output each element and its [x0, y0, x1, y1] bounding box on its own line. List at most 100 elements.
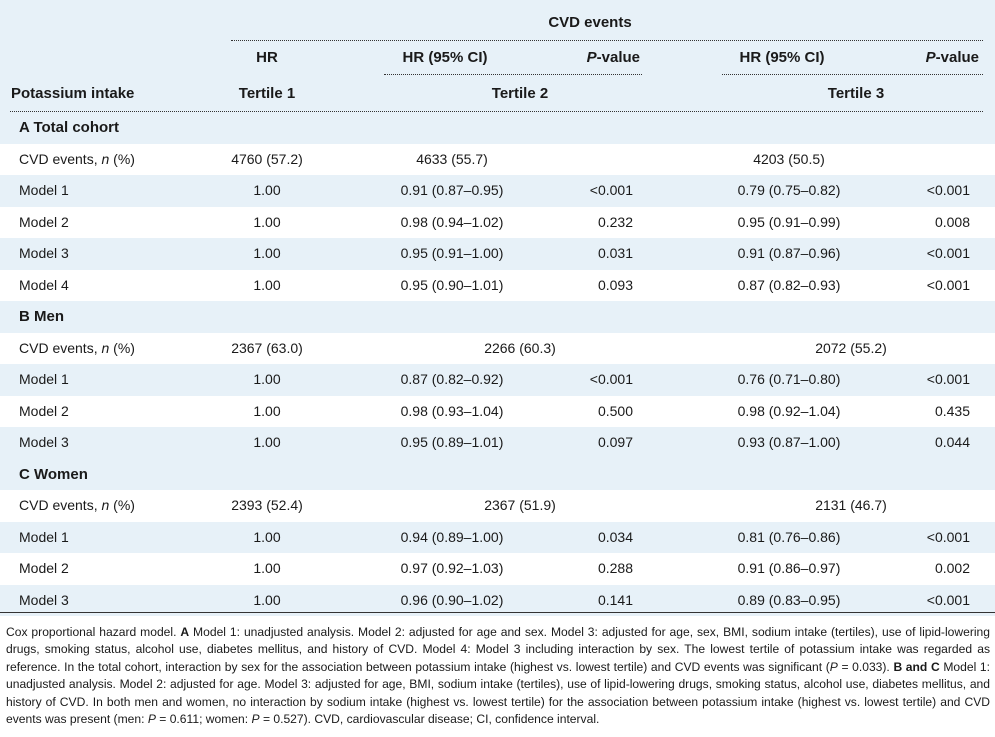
model-label: Model 3	[19, 245, 69, 261]
events-tertile1: 2393 (52.4)	[231, 497, 303, 513]
group-rule	[231, 40, 983, 41]
events-tertile3: 4203 (50.5)	[753, 150, 825, 167]
hr-ci-tertile3: 0.89 (0.83–0.95)	[737, 591, 841, 608]
p-value-tertile2: 0.031	[597, 245, 633, 261]
row-band	[0, 395, 995, 427]
hr-ci-tertile3: 0.79 (0.75–0.82)	[737, 182, 841, 198]
p-value-tertile3: 0.002	[934, 560, 970, 576]
hr-ci-tertile2: 0.95 (0.89–1.01)	[400, 434, 504, 450]
row-band	[0, 238, 995, 270]
events-tertile3: 2131 (46.7)	[815, 497, 887, 513]
p-value-tertile3: <0.001	[926, 591, 970, 608]
section-title: B Men	[19, 308, 64, 325]
hr-ci-header-t2: HR (95% CI)	[402, 49, 488, 66]
p-value-header-t2: P-value	[586, 49, 640, 66]
table-footnote: Cox proportional hazard model. A Model 1…	[6, 625, 990, 727]
p-value-tertile3: <0.001	[926, 245, 970, 261]
hr-tertile1: 1.00	[253, 591, 281, 608]
p-value-tertile2: 0.288	[597, 560, 633, 576]
p-value-tertile2: 0.232	[597, 213, 633, 230]
events-tertile2: 2367 (51.9)	[484, 497, 556, 513]
hr-ci-tertile3: 0.98 (0.92–1.04)	[737, 402, 841, 419]
hr-header: HR	[256, 49, 278, 66]
events-tertile2: 4633 (55.7)	[416, 150, 488, 167]
row-band	[0, 584, 995, 616]
hr-ci-tertile3: 0.81 (0.76–0.86)	[737, 528, 841, 545]
model-label: Model 3	[19, 434, 69, 450]
model-label: Model 3	[19, 591, 69, 608]
model-label: Model 1	[19, 528, 69, 545]
row-band	[0, 206, 995, 238]
row-band	[0, 364, 995, 396]
hr-ci-tertile3: 0.93 (0.87–1.00)	[737, 434, 841, 450]
events-tertile1: 2367 (63.0)	[231, 339, 303, 356]
row-band	[0, 521, 995, 553]
hr-ci-tertile2: 0.94 (0.89–1.00)	[400, 528, 504, 545]
p-value-tertile3: <0.001	[926, 182, 970, 198]
table-bottom-rule	[0, 612, 995, 613]
row-band	[0, 458, 995, 490]
model-label: Model 2	[19, 402, 69, 419]
tertile3-header: Tertile 3	[827, 85, 885, 102]
tertile2-rule	[384, 74, 642, 75]
hr-ci-tertile3: 0.76 (0.71–0.80)	[737, 371, 841, 387]
hr-ci-tertile2: 0.95 (0.90–1.01)	[400, 276, 504, 293]
p-value-tertile3: <0.001	[926, 528, 970, 545]
model-label: Model 4	[19, 276, 69, 293]
hr-tertile1: 1.00	[253, 182, 281, 198]
hr-ci-tertile2: 0.98 (0.94–1.02)	[400, 213, 504, 230]
hr-ci-tertile3: 0.91 (0.87–0.96)	[737, 245, 841, 261]
hr-ci-tertile3: 0.95 (0.91–0.99)	[737, 213, 841, 230]
row-band	[0, 332, 995, 364]
row-band	[0, 143, 995, 175]
events-tertile1: 4760 (57.2)	[231, 150, 303, 167]
group-title: CVD events	[548, 14, 632, 31]
hr-tertile1: 1.00	[253, 213, 281, 230]
p-value-tertile3: 0.435	[934, 402, 970, 419]
events-label: CVD events, n (%)	[19, 497, 135, 513]
p-value-tertile3: 0.044	[934, 434, 970, 450]
tertile3-rule	[722, 74, 983, 75]
header-bottom-rule	[10, 111, 983, 112]
model-label: Model 2	[19, 560, 69, 576]
p-value-header-t3: P-value	[925, 49, 979, 66]
row-band	[0, 490, 995, 522]
model-label: Model 1	[19, 371, 69, 387]
section-title: C Women	[19, 465, 88, 483]
hr-ci-tertile2: 0.87 (0.82–0.92)	[400, 371, 504, 387]
p-value-tertile2: 0.500	[597, 402, 633, 419]
p-value-tertile2: <0.001	[589, 182, 633, 198]
hr-tertile1: 1.00	[253, 560, 281, 576]
hr-ci-tertile2: 0.95 (0.91–1.00)	[400, 245, 504, 261]
row-band	[0, 112, 995, 144]
tertile1-header: Tertile 1	[238, 85, 296, 102]
row-band	[0, 301, 995, 333]
hr-tertile1: 1.00	[253, 245, 281, 261]
hr-ci-tertile2: 0.97 (0.92–1.03)	[400, 560, 504, 576]
p-value-tertile3: <0.001	[926, 276, 970, 293]
p-value-tertile2: 0.141	[597, 591, 633, 608]
events-tertile3: 2072 (55.2)	[815, 339, 887, 356]
row-band	[0, 269, 995, 301]
row-header: Potassium intake	[11, 85, 135, 102]
model-label: Model 2	[19, 213, 69, 230]
p-value-tertile3: <0.001	[926, 371, 970, 387]
p-value-tertile2: 0.097	[597, 434, 633, 450]
tertile2-header: Tertile 2	[491, 85, 549, 102]
hr-tertile1: 1.00	[253, 371, 281, 387]
row-band	[0, 427, 995, 459]
events-tertile2: 2266 (60.3)	[484, 339, 556, 356]
hr-ci-tertile2: 0.96 (0.90–1.02)	[400, 591, 504, 608]
hr-tertile1: 1.00	[253, 528, 281, 545]
hr-ci-tertile3: 0.91 (0.86–0.97)	[737, 560, 841, 576]
row-band	[0, 553, 995, 585]
p-value-tertile3: 0.008	[934, 213, 970, 230]
results-table: CVD events HR HR (95% CI) P-value HR (95…	[0, 0, 995, 616]
hr-ci-tertile3: 0.87 (0.82–0.93)	[737, 276, 841, 293]
p-value-tertile2: 0.034	[597, 528, 633, 545]
hr-tertile1: 1.00	[253, 434, 281, 450]
p-value-tertile2: <0.001	[589, 371, 633, 387]
model-label: Model 1	[19, 182, 69, 198]
hr-tertile1: 1.00	[253, 276, 281, 293]
hr-ci-header-t3: HR (95% CI)	[739, 49, 825, 66]
